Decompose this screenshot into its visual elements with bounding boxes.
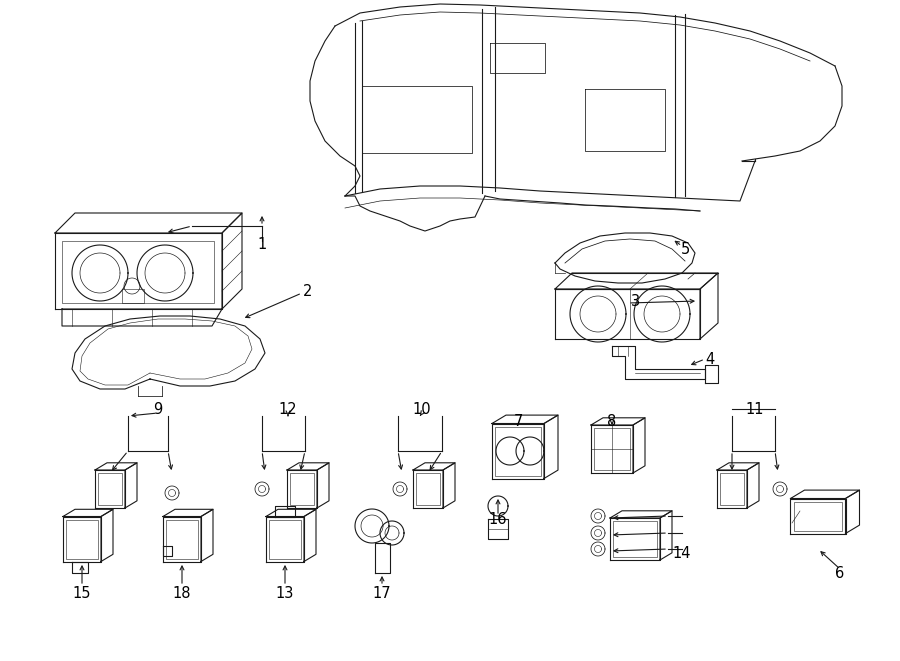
Text: 6: 6 — [835, 566, 844, 580]
Bar — [613, 521, 657, 557]
Text: 1: 1 — [257, 237, 266, 251]
Bar — [98, 473, 122, 505]
Bar — [720, 473, 744, 505]
Text: 9: 9 — [153, 401, 163, 416]
Text: 12: 12 — [279, 401, 297, 416]
Text: 15: 15 — [73, 586, 91, 600]
Bar — [794, 502, 842, 531]
Text: 2: 2 — [303, 284, 312, 299]
Bar — [495, 426, 541, 475]
Bar — [66, 520, 98, 559]
Bar — [416, 473, 440, 505]
Text: 5: 5 — [680, 241, 689, 256]
Text: 17: 17 — [373, 586, 392, 600]
Text: 18: 18 — [173, 586, 191, 600]
Text: 14: 14 — [673, 545, 691, 561]
Bar — [594, 428, 630, 470]
Bar — [290, 473, 314, 505]
Bar — [166, 520, 198, 559]
Text: 7: 7 — [513, 414, 523, 428]
Bar — [62, 241, 214, 303]
Text: 13: 13 — [275, 586, 294, 600]
Bar — [269, 520, 301, 559]
Text: 10: 10 — [413, 401, 431, 416]
Text: 8: 8 — [608, 414, 616, 428]
Bar — [122, 289, 144, 303]
Text: 3: 3 — [630, 293, 640, 309]
Text: 11: 11 — [746, 401, 764, 416]
Text: 16: 16 — [489, 512, 508, 527]
Text: 4: 4 — [706, 352, 715, 366]
